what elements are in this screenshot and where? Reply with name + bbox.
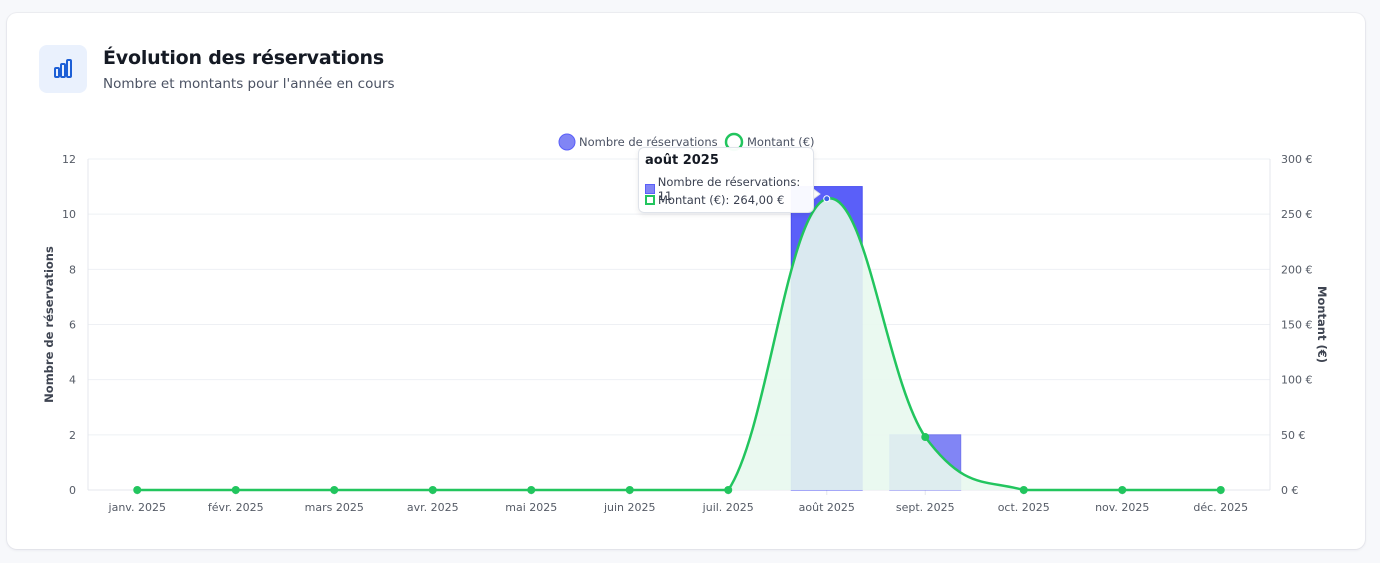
y-tick-label: 2 <box>69 429 76 442</box>
tooltip-row-reservations: Nombre de réservations: 11 <box>645 175 813 203</box>
x-tick-label: juin 2025 <box>603 501 656 514</box>
y2-axis-title: Montant (€) <box>1315 286 1329 363</box>
amount-point-6 <box>724 486 733 494</box>
x-tick-label: août 2025 <box>799 501 855 514</box>
x-tick-label: déc. 2025 <box>1193 501 1248 514</box>
tooltip-swatch-line <box>645 195 655 205</box>
amount-point-9 <box>1019 486 1028 494</box>
reservations-card: Évolution des réservations Nombre et mon… <box>7 13 1365 549</box>
page-subtitle: Nombre et montants pour l'année en cours <box>103 76 395 92</box>
amount-point-10 <box>1118 486 1127 494</box>
tooltip-text-reservations: Nombre de réservations: 11 <box>657 175 801 203</box>
y-axis-title: Nombre de réservations <box>42 246 56 403</box>
amount-line <box>137 197 1221 492</box>
amount-point-8 <box>921 433 930 442</box>
amount-point-7 <box>823 195 831 203</box>
y2-tick-label: 0 € <box>1281 484 1299 497</box>
y-tick-label: 8 <box>69 263 76 276</box>
y2-tick-label: 100 € <box>1281 374 1313 387</box>
y2-tick-label: 150 € <box>1281 319 1313 332</box>
chart-tooltip: août 2025 Nombre de réservations: 11 Mon… <box>638 147 814 213</box>
amount-point-0 <box>133 486 142 494</box>
legend-label-line[interactable]: Montant (€) <box>747 135 815 149</box>
bar-chart-icon <box>54 59 72 78</box>
tooltip-row-amount: Montant (€): 264,00 € <box>645 193 784 207</box>
x-tick-label: nov. 2025 <box>1095 501 1149 514</box>
y-tick-label: 6 <box>69 319 76 332</box>
x-tick-label: mai 2025 <box>505 501 557 514</box>
legend-swatch-bar <box>558 133 576 151</box>
tooltip-title: août 2025 <box>645 153 719 168</box>
page-title: Évolution des réservations <box>103 47 384 69</box>
y2-tick-label: 250 € <box>1281 208 1313 221</box>
y2-tick-label: 300 € <box>1281 153 1313 166</box>
x-tick-label: oct. 2025 <box>998 501 1050 514</box>
x-tick-label: mars 2025 <box>305 501 364 514</box>
x-tick-label: juil. 2025 <box>702 501 754 514</box>
x-tick-label: févr. 2025 <box>208 501 264 514</box>
y-tick-label: 12 <box>62 153 76 166</box>
y2-tick-label: 50 € <box>1281 429 1306 442</box>
y2-tick-label: 200 € <box>1281 263 1313 276</box>
amount-area <box>137 198 1221 491</box>
legend-label-bar[interactable]: Nombre de réservations <box>579 135 718 149</box>
y-tick-label: 10 <box>62 208 76 221</box>
x-tick-label: avr. 2025 <box>407 501 459 514</box>
amount-point-11 <box>1216 486 1225 494</box>
chart-icon-box <box>39 45 87 93</box>
tooltip-text-amount: Montant (€): 264,00 € <box>658 193 785 207</box>
y-tick-label: 4 <box>69 374 76 387</box>
chart-legend: Nombre de réservations Montant (€) <box>558 132 815 152</box>
amount-point-5 <box>625 486 634 494</box>
x-tick-label: janv. 2025 <box>108 501 166 514</box>
tooltip-swatch-bar <box>645 184 655 194</box>
amount-point-3 <box>428 486 437 494</box>
amount-point-4 <box>527 486 536 494</box>
x-tick-label: sept. 2025 <box>896 501 955 514</box>
y-tick-label: 0 <box>69 484 76 497</box>
amount-point-2 <box>330 486 339 494</box>
amount-point-1 <box>231 486 240 494</box>
